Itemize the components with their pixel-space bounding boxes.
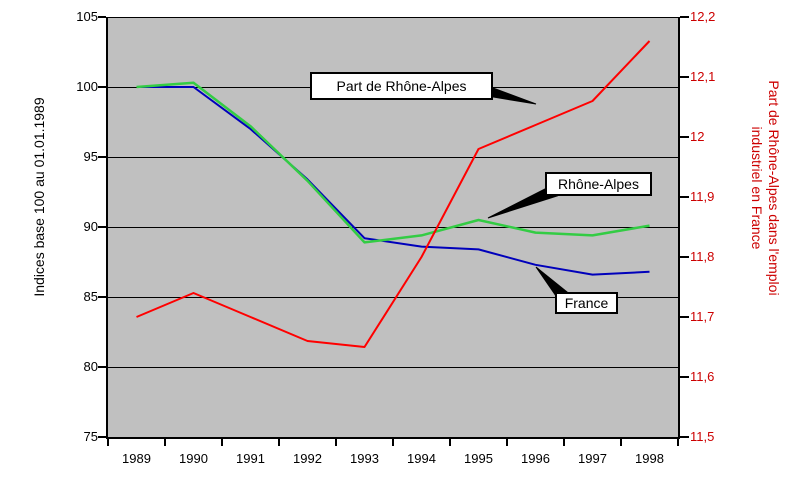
right-axis-tick bbox=[680, 436, 689, 438]
left-axis-tick-label: 105 bbox=[76, 9, 98, 24]
left-axis-tick-label: 85 bbox=[83, 289, 98, 304]
right-axis-tick-label: 11,7 bbox=[690, 309, 715, 324]
right-axis-title-line1: Part de Rhône-Alpes dans l'emploi bbox=[766, 80, 782, 296]
x-axis-tick bbox=[335, 439, 337, 446]
x-axis-tick-label: 1989 bbox=[122, 451, 151, 466]
x-axis-tick bbox=[677, 439, 679, 446]
right-axis-tick-label: 12,2 bbox=[690, 9, 716, 24]
right-axis-tick bbox=[680, 256, 689, 258]
gridline bbox=[108, 157, 678, 158]
x-axis-tick bbox=[620, 439, 622, 446]
gridline bbox=[108, 227, 678, 228]
x-axis-tick-label: 1992 bbox=[293, 451, 322, 466]
x-axis-tick bbox=[278, 439, 280, 446]
left-axis-tick bbox=[98, 156, 106, 158]
left-axis-tick-label: 80 bbox=[83, 359, 98, 374]
right-axis-tick bbox=[680, 16, 689, 18]
x-axis-tick bbox=[221, 439, 223, 446]
x-axis-tick bbox=[506, 439, 508, 446]
x-axis-tick-label: 1990 bbox=[179, 451, 208, 466]
x-axis-tick bbox=[107, 439, 109, 446]
right-axis-tick-label: 12,1 bbox=[690, 69, 716, 84]
right-axis-title: Part de Rhône-Alpes dans l'emploi indust… bbox=[748, 48, 782, 328]
callout-rh-ne-alpes: Rhône-Alpes bbox=[545, 172, 652, 196]
x-axis-tick-label: 1991 bbox=[236, 451, 265, 466]
right-axis-tick bbox=[680, 76, 689, 78]
right-axis-tick-label: 11,8 bbox=[690, 249, 715, 264]
left-axis-tick bbox=[98, 436, 106, 438]
left-axis-tick-label: 100 bbox=[76, 79, 98, 94]
right-axis-tick bbox=[680, 136, 689, 138]
x-axis-tick-label: 1996 bbox=[521, 451, 550, 466]
right-axis-tick-label: 12 bbox=[690, 129, 705, 144]
right-axis-title-line2: industriel en France bbox=[749, 126, 765, 250]
callout-france: France bbox=[555, 292, 618, 314]
right-axis-tick-label: 11,6 bbox=[690, 369, 715, 384]
left-axis-tick bbox=[98, 86, 106, 88]
left-axis-tick bbox=[98, 366, 106, 368]
x-axis-tick bbox=[563, 439, 565, 446]
x-axis-tick-label: 1995 bbox=[464, 451, 493, 466]
x-axis-tick bbox=[164, 439, 166, 446]
callout-part-de-rh-ne-alpes: Part de Rhône-Alpes bbox=[310, 72, 493, 100]
x-axis-tick-label: 1998 bbox=[635, 451, 664, 466]
left-axis-tick bbox=[98, 16, 106, 18]
right-axis-tick bbox=[680, 316, 689, 318]
left-axis-title: Indices base 100 au 01.01.1989 bbox=[31, 97, 47, 297]
left-axis-tick-label: 95 bbox=[83, 149, 98, 164]
right-axis-tick-label: 11,5 bbox=[690, 429, 715, 444]
gridline bbox=[108, 367, 678, 368]
left-axis-tick bbox=[98, 296, 106, 298]
gridline bbox=[108, 17, 678, 18]
left-axis-tick-label: 75 bbox=[83, 429, 98, 444]
x-axis-tick-label: 1994 bbox=[407, 451, 436, 466]
x-axis-tick bbox=[449, 439, 451, 446]
right-axis-tick bbox=[680, 196, 689, 198]
left-axis-tick-label: 90 bbox=[83, 219, 98, 234]
x-axis-tick-label: 1997 bbox=[578, 451, 607, 466]
right-axis-tick-label: 11,9 bbox=[690, 189, 715, 204]
right-axis-tick bbox=[680, 376, 689, 378]
left-axis-tick bbox=[98, 226, 106, 228]
x-axis-tick bbox=[392, 439, 394, 446]
x-axis-tick-label: 1993 bbox=[350, 451, 379, 466]
